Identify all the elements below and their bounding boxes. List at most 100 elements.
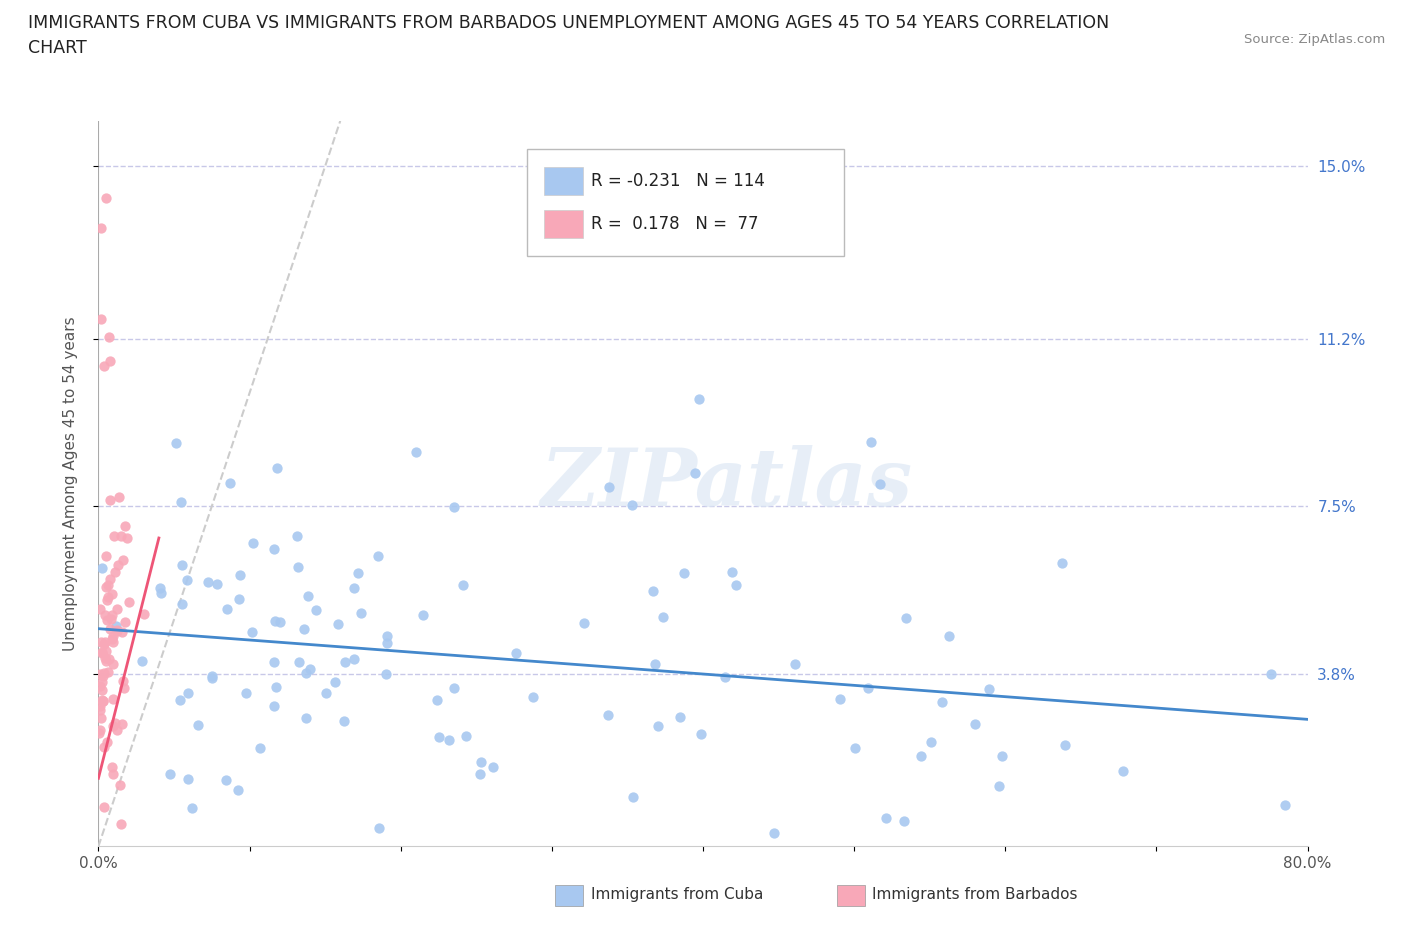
Point <box>93 636 115 651</box>
Point <box>375 636 398 651</box>
Point <box>894 611 917 626</box>
Point <box>103 657 125 671</box>
Point <box>132 606 155 621</box>
Point <box>263 541 285 556</box>
Point <box>468 767 491 782</box>
Point <box>991 749 1014 764</box>
Point <box>165 435 187 450</box>
Point <box>197 575 219 590</box>
Point <box>226 783 249 798</box>
Point <box>713 670 735 684</box>
Point <box>90 711 112 725</box>
Point <box>987 778 1010 793</box>
Point <box>869 477 891 492</box>
Point <box>349 605 371 620</box>
Point <box>98 330 121 345</box>
Point <box>856 681 879 696</box>
Point <box>481 759 503 774</box>
Point <box>910 749 932 764</box>
Point <box>304 602 326 617</box>
Point <box>176 572 198 587</box>
Point <box>112 681 135 696</box>
Point <box>470 755 492 770</box>
Point <box>101 629 124 644</box>
Point <box>96 735 118 750</box>
Point <box>643 583 665 598</box>
Point <box>875 810 897 825</box>
Point <box>690 726 713 741</box>
Point <box>159 767 181 782</box>
Point <box>785 657 807 671</box>
Point <box>97 590 120 604</box>
Point <box>1112 764 1135 778</box>
Point <box>93 800 115 815</box>
Point <box>90 561 112 576</box>
Point <box>107 558 129 573</box>
Point <box>89 667 111 682</box>
Point <box>214 773 236 788</box>
Point <box>412 608 434 623</box>
Point <box>201 669 224 684</box>
Point <box>647 719 669 734</box>
Point <box>118 594 141 609</box>
Point <box>90 682 112 697</box>
Text: R =  0.178   N =  77: R = 0.178 N = 77 <box>591 215 758 232</box>
Point <box>456 728 478 743</box>
Point <box>94 635 117 650</box>
Text: ZIPatlas: ZIPatlas <box>541 445 914 523</box>
Point <box>94 650 117 665</box>
Point <box>644 657 666 671</box>
Point <box>108 777 131 792</box>
Point <box>249 741 271 756</box>
Point <box>893 813 915 828</box>
Point <box>98 621 121 636</box>
Point <box>110 529 132 544</box>
Text: R = -0.231   N = 114: R = -0.231 N = 114 <box>591 172 765 190</box>
Point <box>104 619 127 634</box>
Point <box>110 817 132 831</box>
Point <box>91 646 114 661</box>
Point <box>1260 667 1282 682</box>
Point <box>1274 797 1296 812</box>
Point <box>437 733 460 748</box>
Point <box>170 495 193 510</box>
Point <box>574 616 596 631</box>
Point <box>228 591 250 606</box>
Point <box>1054 738 1077 753</box>
Point <box>101 760 124 775</box>
Point <box>621 790 644 804</box>
Point <box>287 559 309 574</box>
Point <box>931 695 953 710</box>
Point <box>89 723 111 737</box>
Point <box>269 615 291 630</box>
Point <box>170 597 193 612</box>
Point <box>177 771 200 786</box>
Point <box>287 655 309 670</box>
Point <box>217 601 239 616</box>
Point <box>315 685 337 700</box>
Point <box>292 622 315 637</box>
Point <box>266 680 288 695</box>
Point <box>844 740 866 755</box>
Point <box>90 634 112 649</box>
Point <box>87 726 110 741</box>
Point <box>522 689 544 704</box>
Point <box>763 825 786 840</box>
Point <box>443 500 465 515</box>
Point <box>94 191 117 206</box>
Point <box>115 531 138 546</box>
Point <box>93 739 115 754</box>
Point <box>724 578 747 592</box>
Point <box>367 549 389 564</box>
Point <box>90 312 112 326</box>
Point <box>105 624 128 639</box>
Point <box>295 665 318 680</box>
Text: IMMIGRANTS FROM CUBA VS IMMIGRANTS FROM BARBADOS UNEMPLOYMENT AMONG AGES 45 TO 5: IMMIGRANTS FROM CUBA VS IMMIGRANTS FROM … <box>28 14 1109 32</box>
Point <box>98 651 121 666</box>
Point <box>343 580 366 595</box>
Point <box>90 644 112 659</box>
Point <box>91 694 114 709</box>
Point <box>96 654 118 669</box>
Point <box>264 614 287 629</box>
Point <box>207 577 229 591</box>
